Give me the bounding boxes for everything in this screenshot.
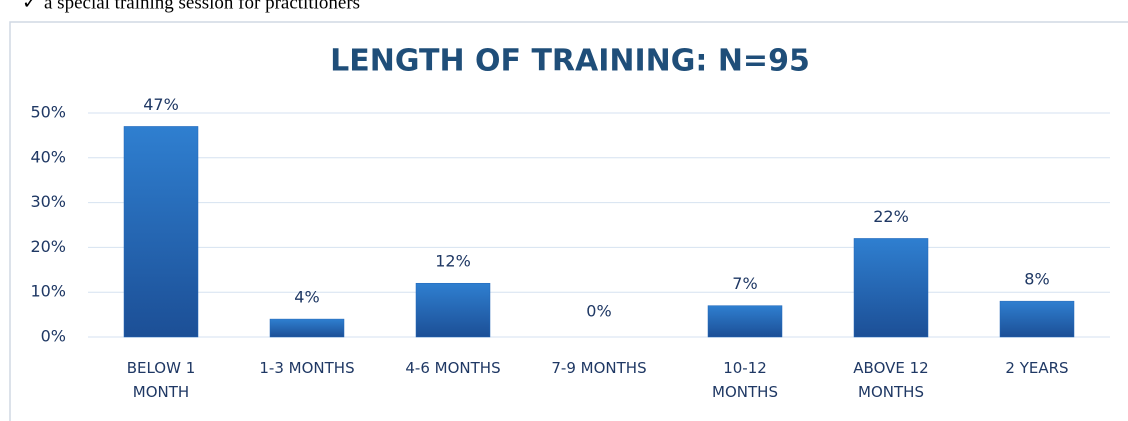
bar <box>123 126 199 338</box>
check-icon: ✓ <box>22 0 38 13</box>
y-tick-label: 0% <box>41 327 66 346</box>
y-tick-label: 20% <box>30 237 66 256</box>
note-above: a special training session for practitio… <box>44 0 360 13</box>
data-label: 8% <box>1024 270 1049 289</box>
x-tick-label: 4-6 MONTHS <box>405 359 501 377</box>
bar <box>269 318 345 338</box>
x-tick-label: ABOVE 12 MONTHS <box>853 359 929 401</box>
x-tick-label: 10-12 MONTHS <box>712 359 778 401</box>
chart-frame <box>9 21 1128 421</box>
bar <box>999 300 1075 338</box>
data-label: 0% <box>586 302 611 321</box>
data-label: 47% <box>143 95 179 114</box>
y-tick-label: 40% <box>30 147 66 166</box>
x-tick-label: 1-3 MONTHS <box>259 359 355 377</box>
y-tick-label: 30% <box>30 192 66 211</box>
data-label: 7% <box>732 274 757 293</box>
bar <box>707 305 783 338</box>
y-tick-label: 10% <box>30 282 66 301</box>
x-tick-label: BELOW 1 MONTH <box>126 359 196 401</box>
bar <box>415 282 491 338</box>
x-tick-label: 7-9 MONTHS <box>551 359 647 377</box>
data-label: 4% <box>294 288 319 307</box>
bar <box>853 238 929 338</box>
data-label: 12% <box>435 252 471 271</box>
chart-title: LENGTH OF TRAINING: N=95 <box>330 44 810 79</box>
y-tick-label: 50% <box>30 103 66 122</box>
data-label: 22% <box>873 207 909 226</box>
x-tick-label: 2 YEARS <box>1005 359 1069 377</box>
